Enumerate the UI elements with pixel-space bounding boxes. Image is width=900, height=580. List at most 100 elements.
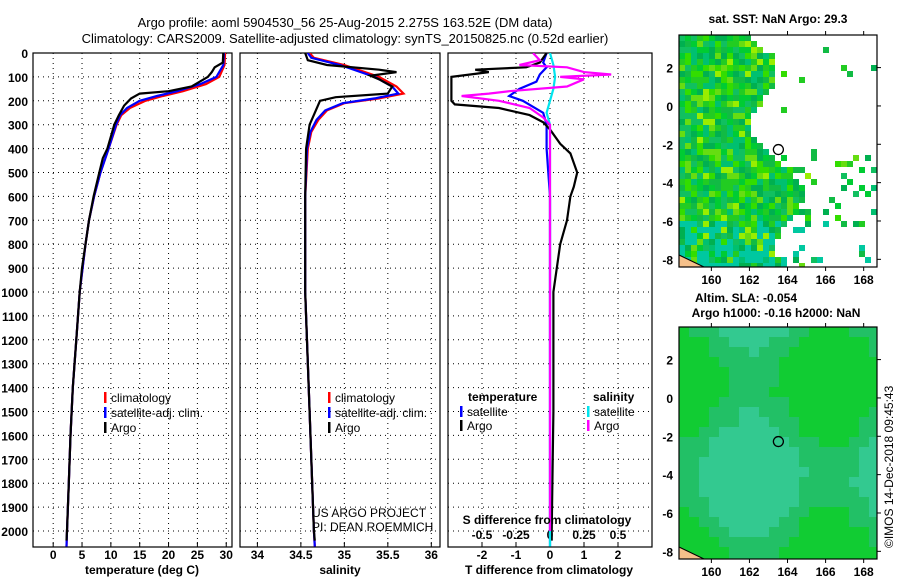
map-cell — [859, 497, 869, 507]
plot-frame — [32, 52, 233, 548]
map-cell — [691, 47, 697, 53]
map-cell — [727, 89, 733, 95]
lon-tick-label: 168 — [854, 273, 874, 287]
map-cell — [727, 71, 733, 77]
map-cell — [679, 143, 685, 149]
map-cell — [721, 257, 727, 263]
map-cell — [787, 179, 793, 185]
map-cell — [799, 377, 809, 387]
map-cell — [715, 41, 721, 47]
map-cell — [799, 537, 809, 547]
map-cell — [689, 477, 699, 487]
map-cell — [839, 557, 849, 559]
map-cell — [719, 507, 729, 517]
map-cell — [809, 407, 819, 417]
map-cell — [769, 517, 779, 527]
map-cell — [757, 101, 763, 107]
map-cell — [769, 357, 779, 367]
map-cell — [709, 477, 719, 487]
map-cell — [727, 41, 733, 47]
map-cell — [739, 101, 745, 107]
map-cell — [829, 377, 839, 387]
map-cell — [829, 197, 835, 203]
map-cell — [779, 507, 789, 517]
map-cell — [789, 367, 799, 377]
map-cell — [733, 173, 739, 179]
map-cell — [789, 377, 799, 387]
lat-tick-label: 0 — [666, 100, 673, 114]
map-cell — [697, 137, 703, 143]
map-cell — [849, 367, 859, 377]
map-cell — [699, 327, 709, 337]
map-cell — [703, 221, 709, 227]
map-cell — [721, 113, 727, 119]
map-cell — [749, 407, 759, 417]
map-cell — [715, 197, 721, 203]
map-cell — [763, 173, 769, 179]
map-cell — [799, 347, 809, 357]
map-cell — [809, 537, 819, 547]
map-cell — [739, 507, 749, 517]
map-cell — [869, 367, 877, 377]
map-cell — [739, 257, 745, 263]
map-cell — [739, 215, 745, 221]
map-cell — [751, 155, 757, 161]
map-cell — [727, 107, 733, 113]
map-cell — [819, 387, 829, 397]
map-cell — [709, 101, 715, 107]
map-cell — [759, 477, 769, 487]
series-line-satellite-adj-clim- — [304, 53, 401, 547]
series-line-climatology — [65, 53, 227, 547]
map-cell — [799, 507, 809, 517]
map-cell — [689, 457, 699, 467]
map-cell — [789, 397, 799, 407]
map-cell — [733, 155, 739, 161]
map-cell — [839, 377, 849, 387]
map-cell — [751, 233, 757, 239]
map-cell — [749, 527, 759, 537]
map-cell — [703, 167, 709, 173]
map-cell — [757, 179, 763, 185]
map-cell — [757, 233, 763, 239]
map-cell — [789, 437, 799, 447]
map-cell — [865, 155, 871, 161]
map-cell — [799, 191, 805, 197]
map-cell — [769, 557, 779, 559]
map-cell — [799, 245, 805, 251]
map-cell — [859, 527, 869, 537]
map-cell — [763, 221, 769, 227]
map-cell — [869, 527, 877, 537]
map-cell — [763, 215, 769, 221]
map-cell — [809, 417, 819, 427]
map-cell — [829, 487, 839, 497]
map-cell — [679, 209, 685, 215]
map-cell — [715, 35, 721, 41]
map-cell — [789, 517, 799, 527]
map-cell — [779, 347, 789, 357]
map-cell — [811, 155, 817, 161]
legend-label-satellite-adj-clim-: satellite-adj. clim. — [335, 406, 427, 420]
map-cell — [739, 143, 745, 149]
map-cell — [739, 447, 749, 457]
map-cell — [691, 143, 697, 149]
map-cell — [685, 143, 691, 149]
y-tick-label: 400 — [8, 143, 28, 157]
map-cell — [839, 427, 849, 437]
map-cell — [789, 347, 799, 357]
map-cell — [733, 245, 739, 251]
map-cell — [689, 437, 699, 447]
map-cell — [759, 557, 769, 559]
map-cell — [679, 233, 685, 239]
map-cell — [679, 377, 689, 387]
map-cell — [689, 327, 699, 337]
legend-swatch — [587, 420, 590, 431]
map-cell — [699, 357, 709, 367]
map-cell — [679, 537, 689, 547]
map-cell — [835, 215, 841, 221]
map-cell — [699, 477, 709, 487]
map-cell — [757, 89, 763, 95]
map-cell — [697, 125, 703, 131]
map-cell — [869, 397, 877, 407]
map-cell — [691, 77, 697, 83]
map-cell — [769, 155, 775, 161]
